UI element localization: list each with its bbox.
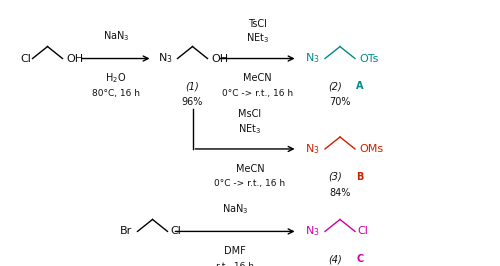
Text: N$_3$: N$_3$ bbox=[305, 142, 320, 156]
Text: Cl: Cl bbox=[358, 226, 368, 236]
Text: DMF: DMF bbox=[224, 246, 246, 256]
Text: 84%: 84% bbox=[330, 188, 350, 198]
Text: NaN$_3$: NaN$_3$ bbox=[103, 29, 129, 43]
Text: C: C bbox=[356, 254, 364, 264]
Text: NEt$_3$: NEt$_3$ bbox=[238, 122, 262, 136]
Text: OTs: OTs bbox=[359, 53, 378, 64]
Text: TsCl: TsCl bbox=[248, 19, 267, 29]
Text: MeCN: MeCN bbox=[243, 73, 272, 84]
Text: Cl: Cl bbox=[170, 226, 181, 236]
Text: r.t., 16 h: r.t., 16 h bbox=[216, 261, 254, 266]
Text: N$_3$: N$_3$ bbox=[305, 225, 320, 238]
Text: 0°C -> r.t., 16 h: 0°C -> r.t., 16 h bbox=[222, 89, 293, 98]
Text: (3): (3) bbox=[328, 172, 342, 182]
Text: MsCl: MsCl bbox=[238, 109, 262, 119]
Text: OMs: OMs bbox=[359, 144, 383, 154]
Text: 80°C, 16 h: 80°C, 16 h bbox=[92, 89, 140, 98]
Text: H$_2$O: H$_2$O bbox=[106, 72, 126, 85]
Text: A: A bbox=[356, 81, 364, 92]
Text: Br: Br bbox=[120, 226, 132, 236]
Text: Cl: Cl bbox=[20, 53, 31, 64]
Text: N$_3$: N$_3$ bbox=[158, 52, 172, 65]
Text: 70%: 70% bbox=[329, 97, 351, 107]
Text: OH: OH bbox=[66, 53, 84, 64]
Text: N$_3$: N$_3$ bbox=[305, 52, 320, 65]
Text: OH: OH bbox=[212, 53, 228, 64]
Text: (1): (1) bbox=[186, 81, 200, 92]
Text: MeCN: MeCN bbox=[236, 164, 264, 174]
Text: (2): (2) bbox=[328, 81, 342, 92]
Text: B: B bbox=[356, 172, 364, 182]
Text: (4): (4) bbox=[328, 254, 342, 264]
Text: NEt$_3$: NEt$_3$ bbox=[246, 32, 269, 45]
Text: NaN$_3$: NaN$_3$ bbox=[222, 202, 248, 216]
Text: 0°C -> r.t., 16 h: 0°C -> r.t., 16 h bbox=[214, 179, 286, 188]
Text: 96%: 96% bbox=[182, 97, 203, 107]
